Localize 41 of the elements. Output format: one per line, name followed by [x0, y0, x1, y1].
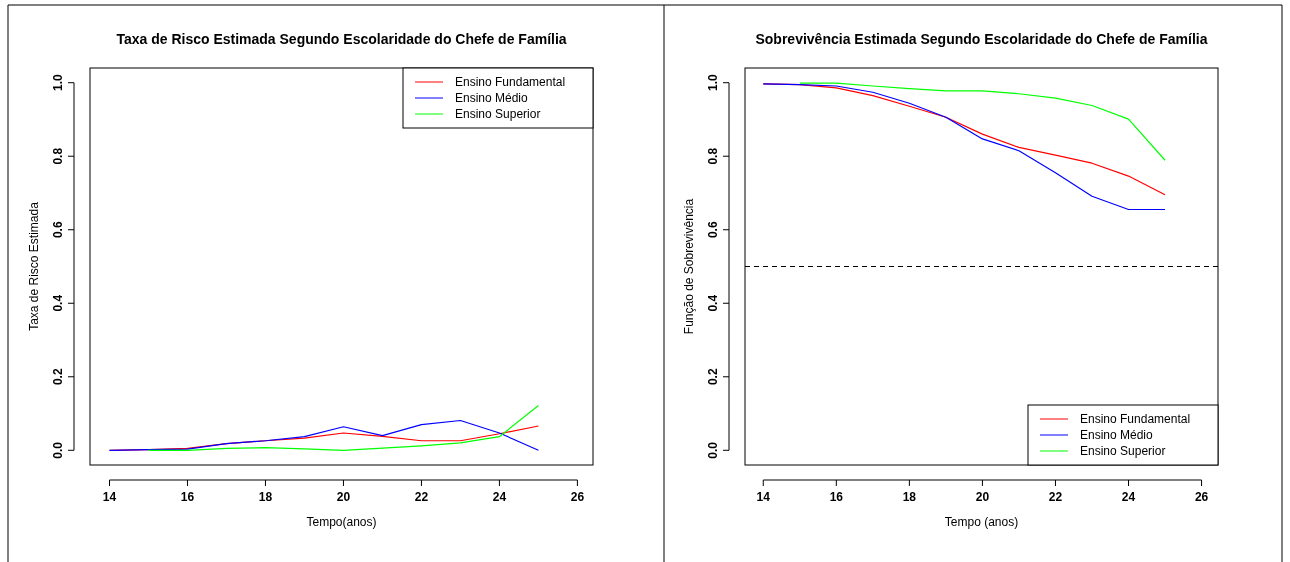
y-tick-label: 1.0	[706, 74, 720, 92]
y-tick-label: 0.6	[51, 221, 65, 239]
x-tick-label: 26	[570, 490, 585, 504]
y-tick-label: 0.8	[51, 147, 65, 165]
x-axis-title: Tempo (anos)	[944, 515, 1019, 529]
legend-label: Ensino Fundamental	[1080, 412, 1191, 426]
y-tick-label: 0.6	[706, 221, 720, 239]
x-tick-label: 14	[756, 490, 771, 504]
legend-label: Ensino Superior	[1080, 444, 1166, 458]
x-tick-label: 24	[1121, 490, 1136, 504]
y-axis-title: Função de Sobrevivência	[682, 198, 696, 335]
x-tick-label: 14	[102, 490, 117, 504]
x-axis-title: Tempo(anos)	[306, 515, 377, 529]
line-series	[799, 82, 1166, 161]
x-tick-label: 22	[414, 490, 429, 504]
line-series	[108, 419, 540, 451]
x-tick-label: 18	[258, 490, 273, 504]
chart-title: Taxa de Risco Estimada Segundo Escolaridade do Chefe de Família	[116, 31, 567, 47]
line-series	[147, 404, 540, 451]
chart-title: Sobrevivência Estimada Segundo Escolaridade do Chefe de Família	[755, 31, 1208, 47]
x-tick-label: 18	[902, 490, 917, 504]
y-tick-label: 0.4	[706, 294, 720, 312]
x-tick-label: 20	[336, 490, 351, 504]
y-tick-label: 0.2	[51, 368, 65, 386]
x-tick-label: 20	[975, 490, 990, 504]
x-tick-label: 26	[1194, 490, 1209, 504]
legend-label: Ensino Médio	[1080, 428, 1154, 442]
x-tick-label: 24	[492, 490, 507, 504]
y-axis-title: Taxa de Risco Estimada	[27, 201, 41, 331]
y-tick-label: 0.2	[706, 368, 720, 386]
y-tick-label: 0.0	[706, 441, 720, 459]
y-tick-label: 0.0	[51, 441, 65, 459]
x-tick-label: 16	[829, 490, 844, 504]
y-tick-label: 0.4	[51, 294, 65, 312]
x-tick-label: 22	[1048, 490, 1063, 504]
y-tick-label: 1.0	[51, 74, 65, 92]
legend-label: Ensino Médio	[455, 91, 529, 105]
y-tick-label: 0.8	[706, 147, 720, 165]
legend-label: Ensino Fundamental	[455, 75, 566, 89]
x-tick-label: 16	[180, 490, 195, 504]
legend-label: Ensino Superior	[455, 107, 541, 121]
